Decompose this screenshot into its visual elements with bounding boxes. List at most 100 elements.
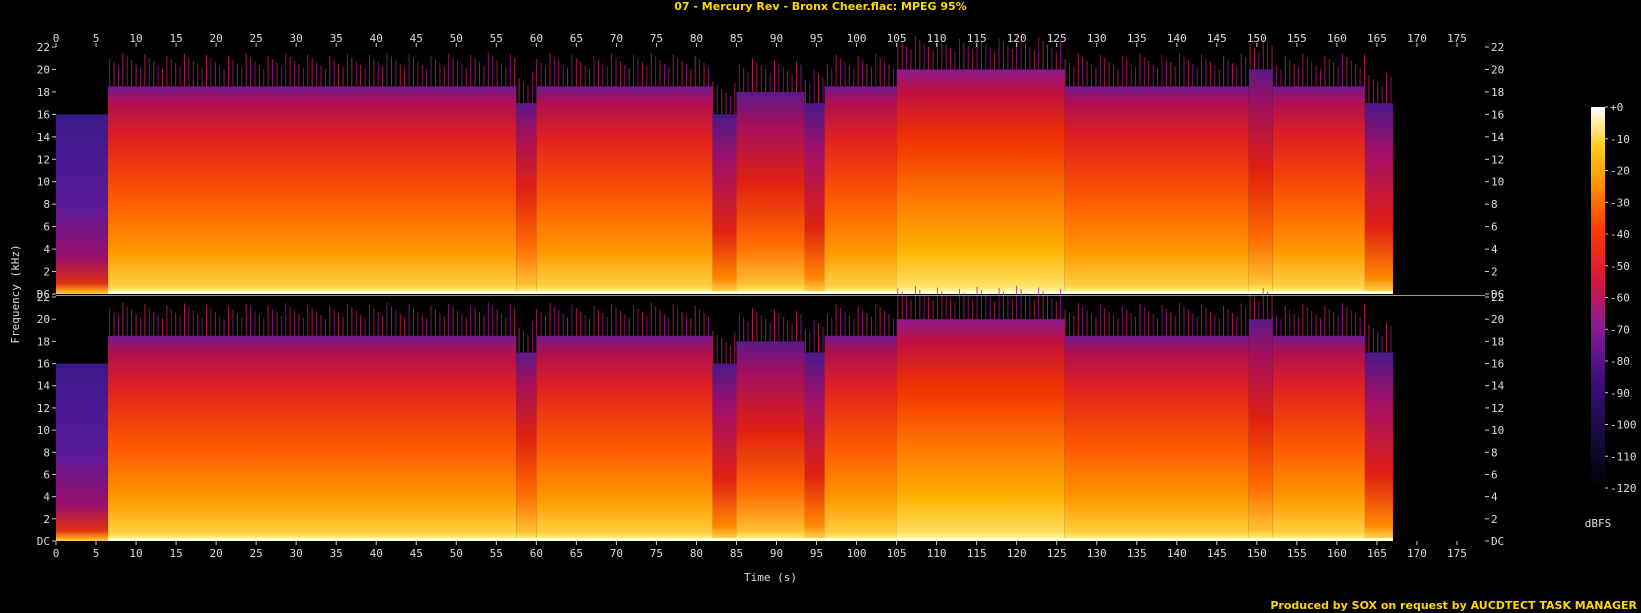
colorbar-tick-label: -20: [1610, 165, 1630, 178]
channel-1-segment-8: [824, 86, 897, 294]
y-tick-label-left: 12: [37, 153, 50, 166]
x-tick-label-bottom: 10: [129, 547, 142, 560]
colorbar: [1591, 107, 1605, 488]
y-tick-label-left: 18: [37, 86, 50, 99]
y-tick-label-right: 10: [1491, 424, 1504, 437]
x-tick-label-bottom: 5: [93, 547, 100, 560]
x-tick-label-bottom: 150: [1247, 547, 1267, 560]
x-tick-label-top: 100: [847, 32, 867, 45]
channel-1-segment-10: [1064, 86, 1249, 294]
y-tick-label-left: 14: [37, 131, 51, 144]
channel-2-segment-12: [1272, 335, 1365, 541]
x-tick-label-bottom: 15: [169, 547, 182, 560]
x-tick-label-bottom: 175: [1447, 547, 1467, 560]
colorbar-tick-label: -50: [1610, 260, 1630, 273]
x-tick-label-top: 80: [690, 32, 703, 45]
y-tick-label-left: 22: [37, 291, 50, 304]
channel-2-segment-13: [1364, 352, 1393, 541]
x-tick-label-top: 95: [810, 32, 823, 45]
x-tick-label-bottom: 135: [1127, 547, 1147, 560]
y-tick-label-left: 4: [43, 491, 50, 504]
y-tick-label-left: 6: [43, 468, 50, 481]
x-tick-label-top: 50: [450, 32, 463, 45]
y-tick-label-right: 4: [1491, 491, 1498, 504]
x-tick-label-top: 85: [730, 32, 743, 45]
y-tick-label-right: 12: [1491, 402, 1504, 415]
colorbar-tick-label: -30: [1610, 196, 1630, 209]
y-tick-label-left: 16: [37, 358, 50, 371]
channel-1-segment-9: [896, 69, 1065, 294]
channel-1-texture: [109, 35, 1392, 115]
x-tick-label-bottom: 40: [370, 547, 383, 560]
x-tick-label-top: 155: [1287, 32, 1307, 45]
x-tick-label-bottom: 155: [1287, 547, 1307, 560]
y-tick-label-right: 4: [1491, 243, 1498, 256]
channel-2-segment-10: [1064, 335, 1249, 541]
channel-2-segment-7: [804, 352, 825, 541]
y-tick-label-right: 20: [1491, 313, 1504, 326]
channel-2-segment-4: [536, 335, 713, 541]
channel-1-segment-6: [736, 91, 805, 294]
x-tick-label-top: 65: [570, 32, 583, 45]
x-tick-label-bottom: 80: [690, 547, 703, 560]
channel-2-segment-8: [824, 335, 897, 541]
x-tick-label-bottom: 0: [53, 547, 60, 560]
x-tick-label-top: 70: [610, 32, 623, 45]
y-tick-label-right: 8: [1491, 446, 1498, 459]
x-tick-label-bottom: 45: [410, 547, 423, 560]
y-tick-label-left: 6: [43, 221, 50, 234]
x-tick-label-bottom: 100: [847, 547, 867, 560]
y-tick-label-left: DC: [37, 288, 50, 301]
channel-1-segment-1: [56, 114, 109, 294]
y-tick-label-right: 22: [1491, 41, 1504, 54]
x-tick-label-bottom: 65: [570, 547, 583, 560]
x-tick-label-bottom: 165: [1367, 547, 1387, 560]
channel-2-texture: [109, 285, 1392, 364]
y-tick-label-right: 16: [1491, 108, 1504, 121]
x-tick-label-top: 140: [1167, 32, 1187, 45]
colorbar-tick-label: -100: [1610, 419, 1637, 432]
y-tick-label-left: 2: [43, 513, 50, 526]
colorbar-tick-label: -60: [1610, 292, 1630, 305]
x-tick-label-top: 20: [209, 32, 222, 45]
x-tick-label-bottom: 50: [450, 547, 463, 560]
y-tick-label-right: DC: [1491, 535, 1504, 548]
x-tick-label-top: 5: [93, 32, 100, 45]
x-tick-label-top: 90: [770, 32, 783, 45]
y-tick-label-right: 2: [1491, 513, 1498, 526]
y-tick-label-left: DC: [37, 535, 50, 548]
y-tick-label-right: 12: [1491, 153, 1504, 166]
colorbar-tick-label: -90: [1610, 387, 1630, 400]
y-tick-label-right: 6: [1491, 468, 1498, 481]
colorbar-tick-label: -110: [1610, 450, 1637, 463]
x-tick-label-top: 170: [1407, 32, 1427, 45]
y-tick-label-left: 20: [37, 313, 50, 326]
y-axis-label: Frequency (kHz): [9, 244, 22, 343]
x-tick-label-bottom: 95: [810, 547, 823, 560]
y-tick-label-right: 6: [1491, 221, 1498, 234]
x-tick-label-top: 15: [169, 32, 182, 45]
y-tick-label-left: 14: [37, 380, 51, 393]
x-tick-label-bottom: 160: [1327, 547, 1347, 560]
x-tick-label-bottom: 170: [1407, 547, 1427, 560]
x-tick-label-top: 25: [250, 32, 263, 45]
x-tick-label-bottom: 25: [250, 547, 263, 560]
x-tick-label-bottom: 20: [209, 547, 222, 560]
channel-2-segment-5: [712, 363, 737, 541]
x-tick-label-top: 55: [490, 32, 503, 45]
x-tick-label-top: 165: [1367, 32, 1387, 45]
channel-1-segment-13: [1364, 103, 1393, 295]
x-tick-label-top: 120: [1007, 32, 1027, 45]
channel-1-segment-11: [1248, 69, 1273, 294]
x-tick-label-top: 45: [410, 32, 423, 45]
y-tick-label-left: 22: [37, 41, 50, 54]
x-tick-label-bottom: 55: [490, 547, 503, 560]
x-tick-label-top: 130: [1087, 32, 1107, 45]
colorbar-tick-label: +0: [1610, 101, 1623, 114]
x-tick-label-bottom: 85: [730, 547, 743, 560]
y-tick-label-right: 8: [1491, 198, 1498, 211]
colorbar-tick-label: -80: [1610, 355, 1630, 368]
y-tick-label-left: 10: [37, 176, 50, 189]
colorbar-label: dBFS: [1585, 517, 1612, 530]
